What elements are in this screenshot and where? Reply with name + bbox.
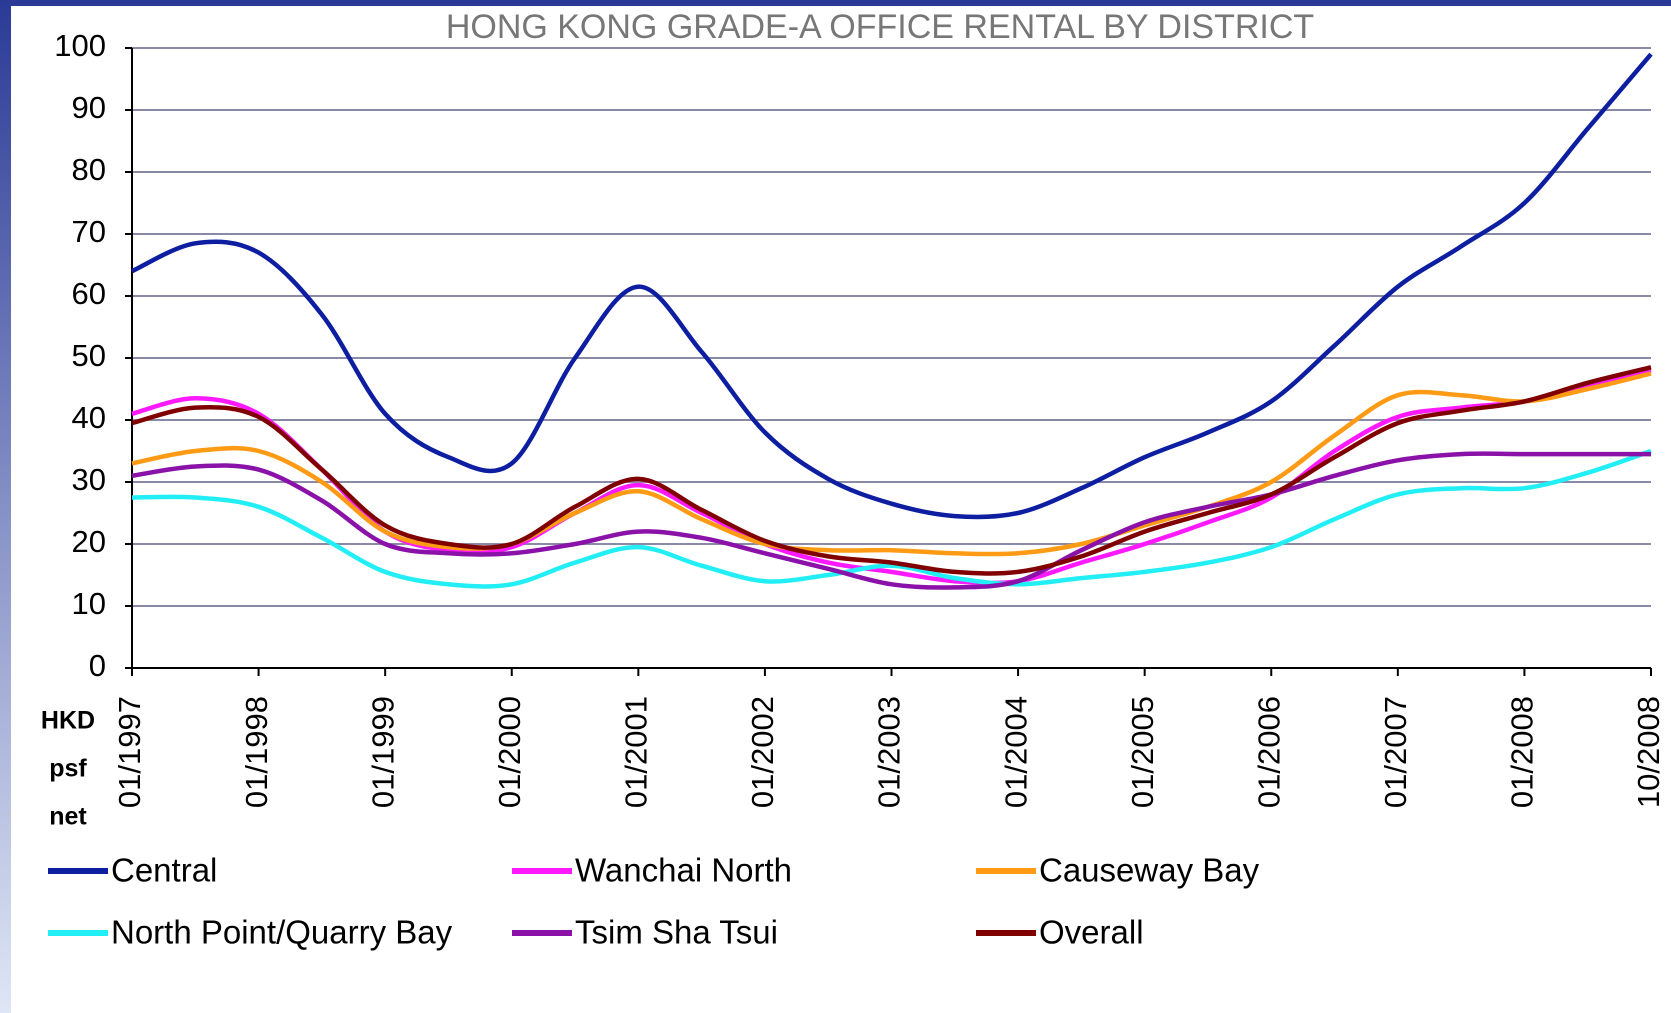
x-tick-label: 01/2002 (745, 696, 780, 808)
x-tick-label: 01/2006 (1251, 696, 1286, 808)
x-tick-label: 01/1997 (112, 696, 147, 808)
series-line (131, 451, 1651, 590)
y-tick-label: 20 (72, 524, 106, 559)
side-band (0, 0, 11, 1013)
series-line (131, 448, 1652, 589)
x-tick-label: 01/1999 (365, 696, 400, 808)
y-tick-label: 40 (72, 400, 106, 435)
y-tick-label: 30 (72, 462, 106, 497)
y-axis-label: HKD (41, 707, 95, 735)
y-tick-label: 90 (72, 90, 106, 125)
series-line (131, 365, 1652, 576)
y-tick-label: 70 (72, 214, 106, 249)
legend-label: Causeway Bay (1039, 852, 1260, 889)
chart-title: HONG KONG GRADE-A OFFICE RENTAL BY DISTR… (446, 8, 1314, 46)
x-tick-label: 10/2008 (1631, 696, 1666, 808)
series-line (131, 52, 1653, 520)
legend-label: Wanchai North (575, 852, 792, 889)
series-line (131, 371, 1652, 557)
x-tick-label: 01/1998 (239, 696, 274, 808)
y-tick-label: 60 (72, 276, 106, 311)
y-axis-label: psf (49, 755, 87, 783)
legend-label: Tsim Sha Tsui (575, 914, 778, 951)
x-tick-label: 01/2000 (492, 696, 527, 808)
y-axis-label: net (49, 803, 87, 831)
x-tick-label: 01/2008 (1505, 696, 1540, 808)
x-tick-label: 01/2005 (1125, 696, 1160, 808)
y-tick-label: 50 (72, 338, 106, 373)
y-tick-label: 10 (72, 586, 106, 621)
x-tick-label: 01/2003 (872, 696, 907, 808)
top-band (0, 0, 1671, 6)
legend-label: North Point/Quarry Bay (111, 914, 453, 951)
y-tick-label: 100 (54, 28, 106, 63)
y-tick-label: 80 (72, 152, 106, 187)
x-tick-label: 01/2001 (619, 696, 654, 808)
x-tick-label: 01/2007 (1378, 696, 1413, 808)
legend-label: Overall (1039, 914, 1144, 951)
y-tick-label: 0 (89, 648, 106, 683)
x-tick-label: 01/2004 (998, 696, 1033, 808)
legend-label: Central (111, 852, 217, 889)
